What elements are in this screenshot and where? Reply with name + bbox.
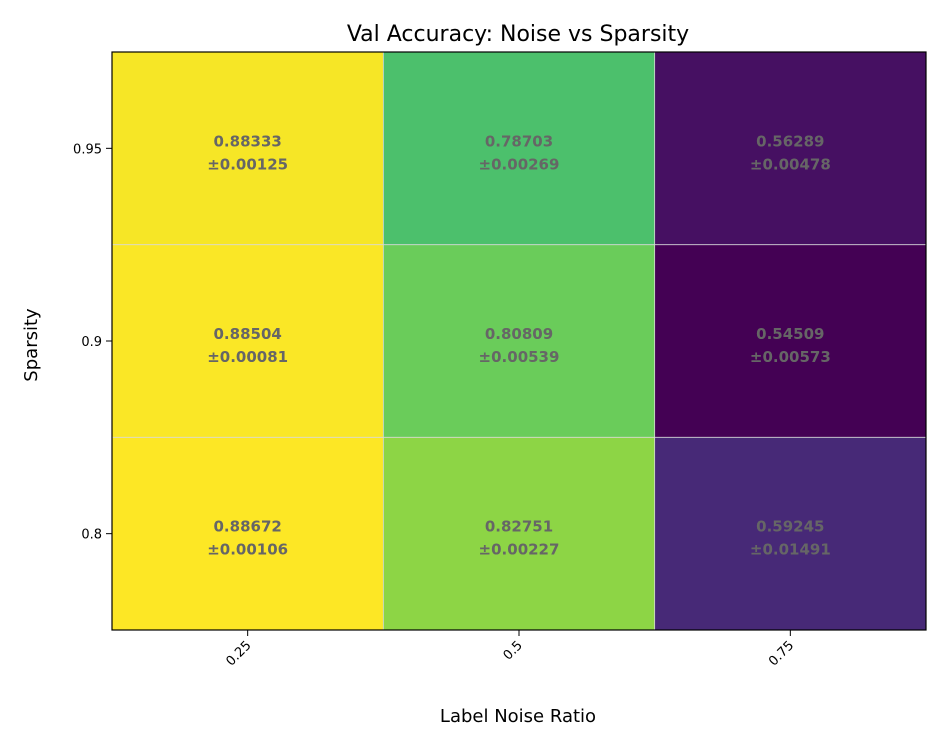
cell-std-label: ±0.01491: [750, 541, 831, 559]
cell-std-label: ±0.00106: [207, 541, 288, 559]
cell-std-label: ±0.00478: [750, 155, 831, 173]
cell-value-label: 0.88672: [214, 518, 282, 536]
y-axis-label: Sparsity: [21, 308, 42, 382]
cell-value-label: 0.80809: [485, 325, 553, 343]
x-axis-label: Label Noise Ratio: [440, 706, 596, 727]
heatmap-cell: [112, 437, 384, 630]
chart-title: Val Accuracy: Noise vs Sparsity: [347, 22, 689, 47]
y-tick-label: 0.8: [81, 528, 102, 543]
x-tick-label: 0.5: [501, 638, 526, 663]
cell-std-label: ±0.00125: [207, 155, 288, 173]
heatmap-cell: [112, 244, 384, 438]
heatmap-cells: 0.88333 ±0.00125 0.78703 ±0.00269 0.56289 ±0.…: [112, 52, 926, 630]
cell-std-label: ±0.00227: [479, 541, 560, 559]
cell-std-label: ±0.00539: [479, 348, 560, 366]
cell-std-label: ±0.00573: [750, 348, 831, 366]
x-tick-label: 0.25: [223, 638, 254, 669]
cell-value-label: 0.82751: [485, 518, 553, 536]
cell-value-label: 0.88333: [214, 132, 282, 150]
cell-value-label: 0.56289: [756, 132, 824, 150]
y-tick-label: 0.9: [81, 335, 102, 350]
cell-value-label: 0.88504: [214, 325, 282, 343]
y-axis-ticks: 0.95 0.9 0.8: [73, 142, 112, 543]
heatmap-cell: [654, 52, 926, 245]
heatmap-cell: [383, 244, 655, 438]
y-tick-label: 0.95: [73, 142, 102, 157]
heatmap-cell: [654, 244, 926, 438]
heatmap-cell: [383, 52, 655, 245]
cell-std-label: ±0.00269: [479, 155, 560, 173]
cell-value-label: 0.59245: [756, 518, 824, 536]
cell-std-label: ±0.00081: [207, 348, 288, 366]
heatmap-cell: [112, 52, 384, 245]
x-tick-label: 0.75: [766, 638, 797, 669]
cell-value-label: 0.78703: [485, 132, 553, 150]
heatmap-cell: [654, 437, 926, 630]
x-axis-ticks: 0.25 0.5 0.75: [223, 630, 797, 669]
cell-value-label: 0.54509: [756, 325, 824, 343]
heatmap-cell: [383, 437, 655, 630]
grid-lines: [112, 52, 926, 630]
